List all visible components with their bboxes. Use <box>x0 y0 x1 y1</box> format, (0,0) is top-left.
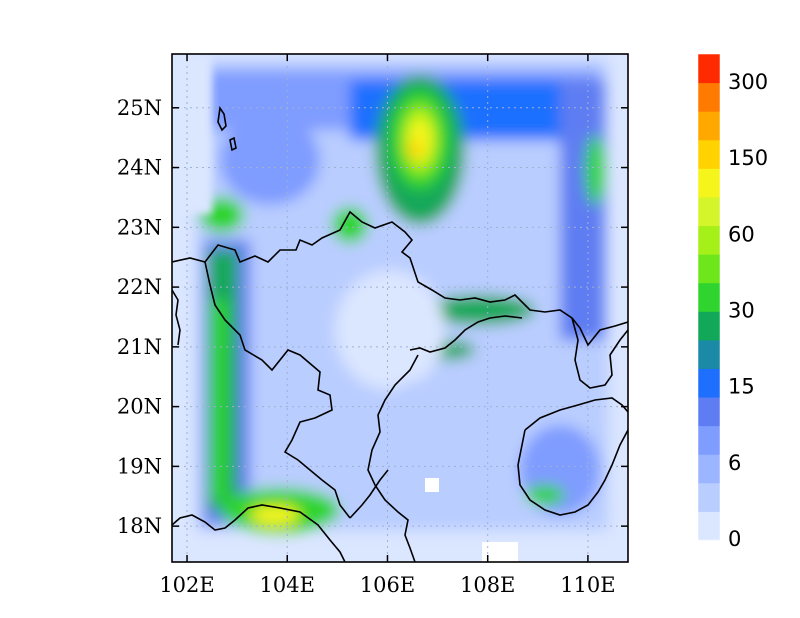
colorbar-label: 60 <box>728 222 755 246</box>
colorbar-swatch <box>698 511 720 541</box>
colorbar-outline <box>697 53 721 541</box>
leizhou-coast <box>571 317 628 389</box>
colorbar-swatch <box>698 482 720 512</box>
colorbar-label: 15 <box>728 375 755 399</box>
colorbar-swatch <box>698 82 720 112</box>
colorbar-swatch <box>698 454 720 484</box>
colorbar-swatch <box>698 139 720 169</box>
lon-tick-label: 104E <box>260 573 315 597</box>
colorbar-label: 6 <box>728 451 741 475</box>
lon-tick-label: 102E <box>159 573 214 597</box>
yunnan-west <box>172 289 181 346</box>
colorbar-swatch <box>698 254 720 284</box>
lat-tick-label: 18N <box>117 514 162 538</box>
lat-tick-label: 21N <box>117 335 162 359</box>
map-frame <box>171 53 629 563</box>
colorbar-label: 30 <box>728 299 755 323</box>
lat-tick-label: 22N <box>117 275 162 299</box>
lon-tick-label: 108E <box>460 573 515 597</box>
colorbar-swatch <box>698 282 720 312</box>
myanmar-border <box>172 504 346 562</box>
precipitation-field <box>172 54 628 562</box>
lat-tick-label: 23N <box>117 215 162 239</box>
longitude-axis: 102E 104E 106E 108E 110E <box>159 54 616 597</box>
lat-tick-label: 24N <box>117 156 162 180</box>
colorbar-label: 300 <box>728 70 768 94</box>
lon-tick-label: 110E <box>560 573 615 597</box>
colorbar-swatch <box>698 339 720 369</box>
colorbar-swatch <box>698 54 720 84</box>
lat-tick-label: 20N <box>117 395 162 419</box>
lat-tick-label: 25N <box>117 96 162 120</box>
laos-cambodia-border <box>349 469 389 519</box>
hainan-coast <box>517 397 628 516</box>
laos-border <box>204 261 351 519</box>
colorbar-swatch <box>698 168 720 198</box>
colorbar-swatch <box>698 397 720 427</box>
colorbar-swatch <box>698 111 720 141</box>
colorbar-label: 150 <box>728 146 768 170</box>
colorbar-swatch <box>698 196 720 227</box>
colorbar-swatch <box>698 225 720 255</box>
china-vietnam-border <box>172 210 628 347</box>
colorbar-swatch <box>698 368 720 398</box>
white-patch <box>425 478 439 492</box>
gulf-coast <box>409 315 523 353</box>
lat-tick-label: 19N <box>117 454 162 478</box>
inland-lake <box>217 105 227 132</box>
colorbar-label: 0 <box>728 527 741 551</box>
colorbar-swatch <box>698 311 720 341</box>
inland-lake-2 <box>229 136 237 152</box>
white-patch <box>482 542 518 562</box>
colorbar <box>697 53 721 541</box>
boundaries <box>172 105 628 562</box>
graticule <box>172 54 628 562</box>
vietnam-coast <box>367 354 419 562</box>
latitude-axis: 25N 24N 23N 22N 21N 20N 19N 18N <box>117 96 628 538</box>
colorbar-swatch <box>698 425 720 455</box>
lon-tick-label: 106E <box>360 573 415 597</box>
